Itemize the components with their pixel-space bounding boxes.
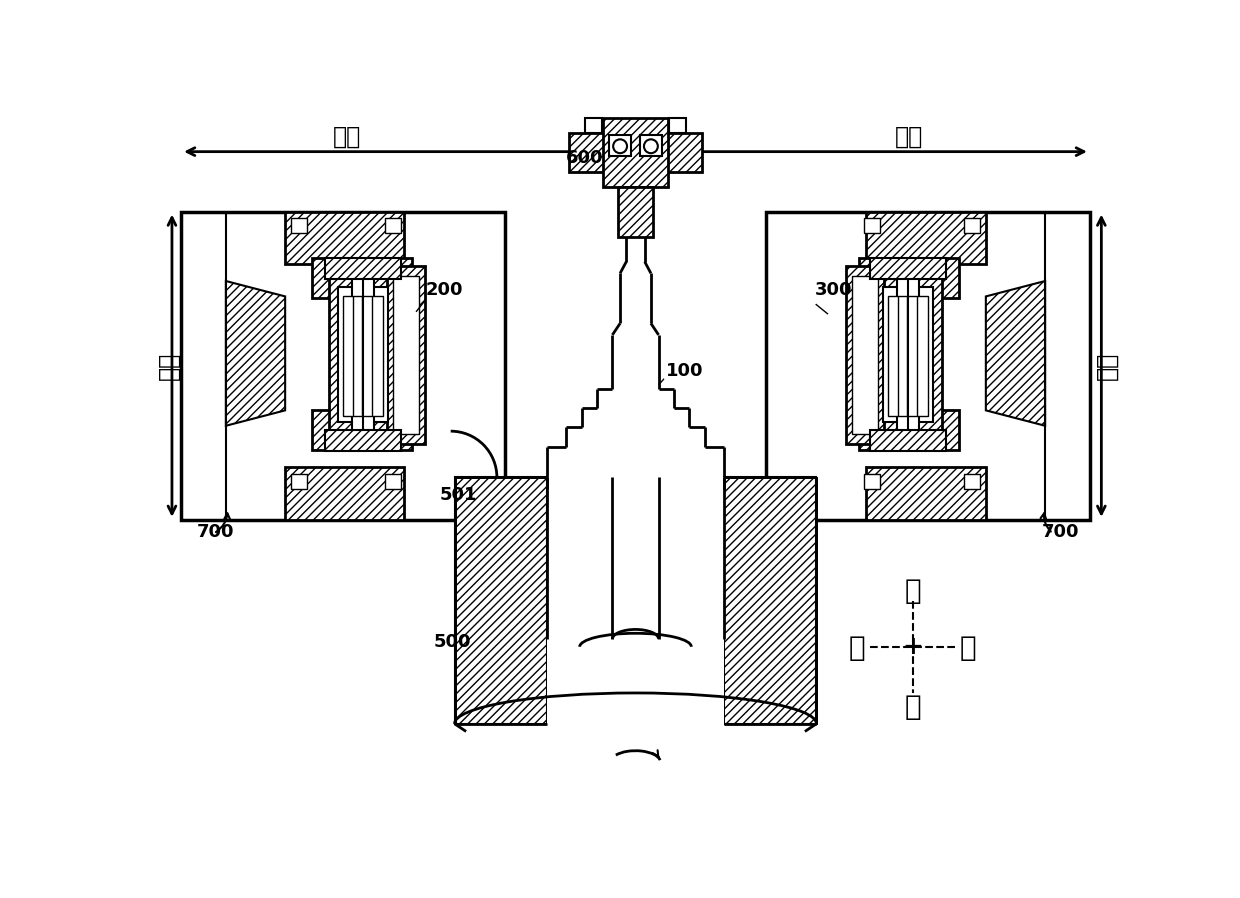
- Bar: [285, 212, 404, 264]
- Bar: [181, 212, 505, 520]
- Text: 600: 600: [567, 149, 604, 167]
- Bar: [393, 276, 419, 435]
- Bar: [325, 258, 401, 279]
- Bar: [312, 258, 412, 298]
- Bar: [343, 296, 383, 416]
- Bar: [291, 473, 306, 489]
- Polygon shape: [986, 281, 1045, 426]
- Bar: [387, 266, 425, 445]
- Text: +: +: [903, 635, 923, 659]
- Bar: [585, 118, 603, 133]
- Bar: [386, 218, 401, 233]
- Text: 上: 上: [904, 577, 921, 604]
- Text: 700: 700: [197, 524, 234, 541]
- Bar: [568, 133, 703, 172]
- Bar: [724, 478, 816, 724]
- Bar: [874, 276, 942, 434]
- Bar: [846, 266, 884, 445]
- Bar: [864, 218, 879, 233]
- Text: 轴向: 轴向: [1095, 352, 1118, 380]
- Bar: [870, 258, 946, 279]
- Bar: [883, 287, 932, 422]
- Text: 501: 501: [440, 487, 477, 505]
- Text: 轴向: 轴向: [156, 352, 180, 380]
- Bar: [965, 218, 980, 233]
- Text: 径向: 径向: [332, 125, 361, 148]
- Text: 100: 100: [666, 362, 704, 380]
- Bar: [285, 467, 404, 520]
- Bar: [329, 276, 397, 434]
- Bar: [547, 478, 724, 747]
- Text: 700: 700: [1042, 524, 1080, 541]
- Text: 径向: 径向: [895, 125, 923, 148]
- Polygon shape: [226, 281, 285, 426]
- Bar: [870, 429, 946, 451]
- Bar: [859, 409, 959, 450]
- Bar: [618, 187, 653, 237]
- Circle shape: [644, 139, 658, 154]
- Bar: [325, 429, 401, 451]
- Bar: [888, 296, 928, 416]
- Bar: [291, 218, 306, 233]
- Bar: [859, 258, 959, 298]
- Text: 右: 右: [960, 634, 976, 663]
- Bar: [867, 212, 986, 264]
- Bar: [852, 276, 878, 435]
- Bar: [724, 478, 816, 724]
- Bar: [965, 473, 980, 489]
- Bar: [867, 467, 986, 520]
- Text: 500: 500: [434, 633, 471, 651]
- Bar: [312, 409, 412, 450]
- Text: 下: 下: [904, 693, 921, 721]
- Bar: [352, 264, 373, 445]
- Bar: [339, 287, 388, 422]
- Text: 200: 200: [427, 281, 464, 299]
- Bar: [455, 478, 547, 724]
- Bar: [898, 264, 919, 445]
- Bar: [864, 473, 879, 489]
- Bar: [668, 118, 686, 133]
- Bar: [455, 478, 547, 724]
- Bar: [640, 135, 662, 156]
- Bar: [609, 135, 631, 156]
- Circle shape: [613, 139, 627, 154]
- Bar: [603, 118, 668, 187]
- Text: 左: 左: [849, 634, 866, 663]
- Bar: [386, 473, 401, 489]
- Bar: [766, 212, 1090, 520]
- Text: 300: 300: [815, 281, 852, 299]
